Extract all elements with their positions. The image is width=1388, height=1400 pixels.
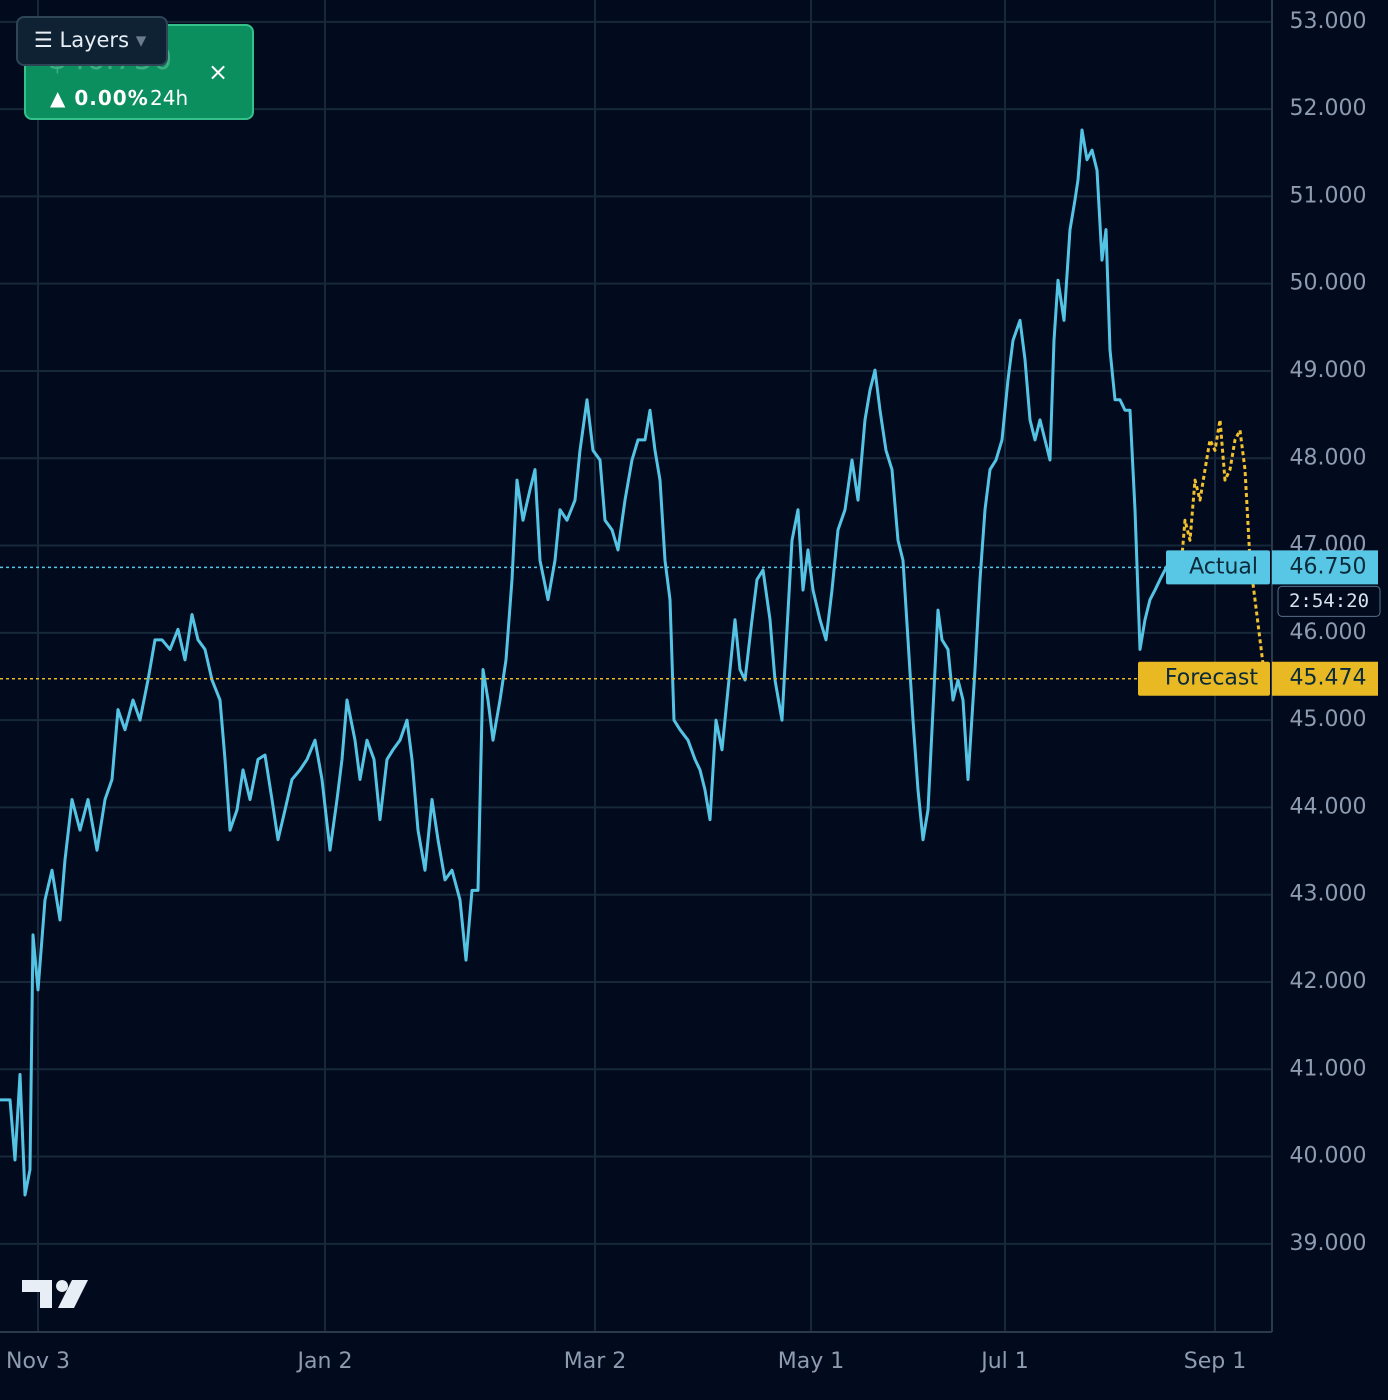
y-tick-label: 41.000: [1290, 1056, 1367, 1081]
plot-background: [0, 0, 1272, 1332]
countdown: 2:54:20: [1289, 590, 1369, 612]
price-tag: [1138, 661, 1270, 696]
price-tag-label: Forecast: [1165, 666, 1258, 691]
period: 24h: [150, 86, 189, 110]
y-tick-label: 50.000: [1290, 271, 1367, 296]
close-button[interactable]: ×: [208, 58, 229, 86]
y-tick-label: 51.000: [1290, 183, 1367, 208]
y-tick-label: 53.000: [1290, 9, 1367, 34]
y-tick-label: 44.000: [1290, 794, 1367, 819]
y-tick-label: 45.000: [1290, 707, 1367, 732]
price-value-box: [1272, 550, 1378, 585]
x-tick-label: Jul 1: [979, 1349, 1029, 1374]
y-tick-label: 49.000: [1290, 358, 1367, 383]
countdown-box: [1277, 585, 1381, 617]
price-value-label: 45.474: [1290, 666, 1367, 691]
y-tick-label: 40.000: [1290, 1144, 1367, 1169]
series-line: [0, 128, 1177, 1197]
series-line: [1178, 418, 1267, 681]
y-tick-label: 52.000: [1290, 96, 1367, 121]
layers-label: Layers: [59, 28, 130, 52]
price-tag: [1166, 550, 1270, 585]
y-tick-label: 48.000: [1290, 445, 1367, 470]
logo: [22, 1280, 88, 1308]
price-tag-label: Actual: [1189, 554, 1258, 579]
change-value: 0.00%: [74, 86, 149, 110]
x-tick-label: Jan 2: [296, 1349, 353, 1374]
change: ▲ 0.00%: [50, 86, 149, 110]
y-tick-label: 43.000: [1290, 882, 1367, 907]
price-value-label: 46.750: [1290, 554, 1367, 579]
y-tick-label: 46.000: [1290, 620, 1367, 645]
x-tick-label: Sep 1: [1184, 1349, 1246, 1374]
y-tick-label: 42.000: [1290, 969, 1367, 994]
y-tick-label: 39.000: [1290, 1231, 1367, 1256]
x-tick-label: Nov 3: [6, 1349, 70, 1374]
price-value-box: [1272, 661, 1378, 696]
x-tick-label: May 1: [778, 1349, 844, 1374]
x-tick-label: Mar 2: [564, 1349, 627, 1374]
layers-button[interactable]: ☰ Layers ▾: [16, 16, 168, 66]
